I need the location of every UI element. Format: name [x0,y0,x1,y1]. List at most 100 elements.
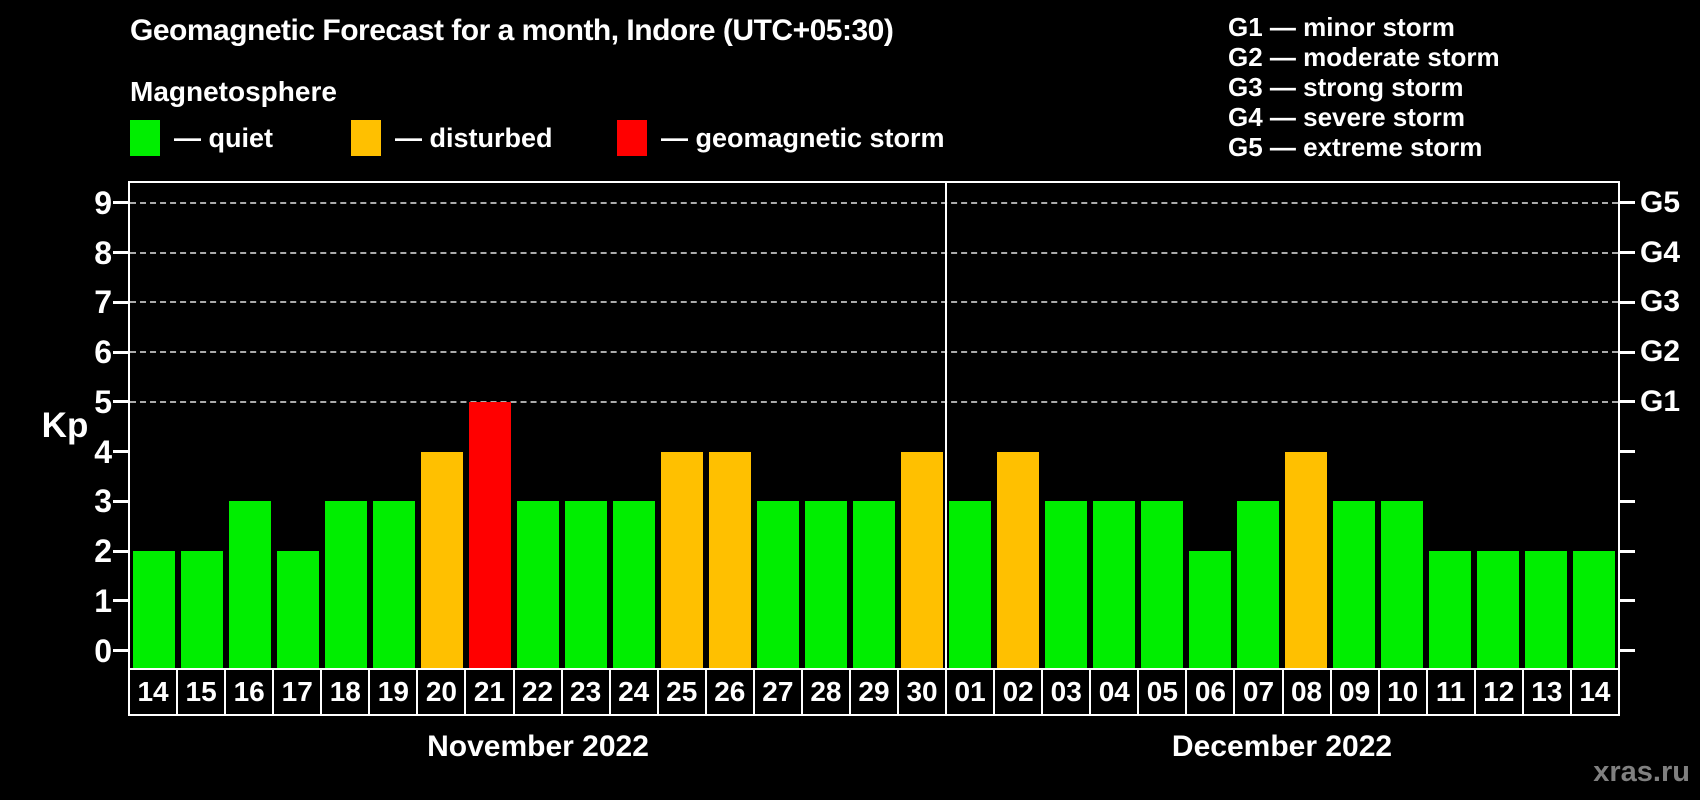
date-cell-november-30: 30 [897,670,945,714]
magnetosphere-label: Magnetosphere [130,76,337,107]
bar-november-18 [325,501,367,668]
bar-december-11 [1429,551,1471,668]
date-cell-november-15: 15 [176,670,224,714]
date-axis: 14 15 16 17 18 19 20 21 22 23 24 25 26 27 28 29 30 01 02 03… [128,668,1620,716]
date-cell-november-19: 19 [368,670,416,714]
legend-item-quiet: — quiet [130,119,273,157]
bar-december-08 [1285,451,1327,668]
page-title: Geomagnetic Forecast for a month, Indore… [130,14,894,47]
y-tick-left-8 [113,251,128,255]
y-axis-label-7: 7 [94,284,112,321]
bar-december-09 [1333,501,1375,668]
bar-november-28 [805,501,847,668]
right-axis-label-g4: G4 [1640,235,1681,269]
y-axis-label-2: 2 [94,533,112,570]
kp-bar-chart-plot-area [128,181,1620,668]
bar-november-17 [277,551,319,668]
date-cell-november-23: 23 [560,670,609,714]
y-axis-label-3: 3 [94,483,112,520]
y-axis-label-8: 8 [94,234,112,271]
y-axis-label-1: 1 [94,582,112,619]
y-tick-right-3 [1620,499,1635,503]
y-tick-left-0 [113,649,128,653]
y-tick-left-3 [113,499,128,503]
y-tick-right-1 [1620,599,1635,603]
bar-november-14 [133,551,175,668]
date-cell-december-10: 10 [1377,670,1426,714]
bar-november-23 [565,501,607,668]
watermark: xras.ru [1593,756,1690,788]
bar-november-22 [517,501,559,668]
bar-november-15 [181,551,223,668]
date-cell-december-04: 04 [1089,670,1137,714]
date-cell-november-14: 14 [137,676,169,707]
gridline-kp-7 [130,301,1618,304]
g-scale-legend: G1 — minor storm G2 — moderate storm G3 — … [1228,12,1500,162]
bar-november-25 [661,451,703,668]
kp-axis-title: Kp [41,405,89,445]
date-cell-november-16: 16 [224,670,272,714]
gridline-kp-6 [130,351,1618,354]
date-cell-november-20: 20 [416,670,464,714]
bar-november-27 [757,501,799,668]
bar-december-07 [1237,501,1279,668]
date-cell-december-11: 11 [1425,670,1474,714]
y-tick-right-6 [1620,350,1635,354]
storm-color-swatch [617,120,647,156]
date-cell-november-17: 17 [272,670,320,714]
y-axis-label-4: 4 [94,433,112,470]
quiet-color-swatch [130,120,160,156]
gridline-kp-9 [130,201,1618,204]
bar-december-13 [1525,551,1567,668]
right-axis-label-g2: G2 [1640,335,1681,369]
bar-december-12 [1477,551,1519,668]
date-cell-november-25: 25 [656,670,705,714]
bar-november-16 [229,501,271,668]
y-axis-label-0: 0 [94,632,112,669]
g-scale-item-g2: G2 — moderate storm [1228,42,1500,72]
y-axis-label-9: 9 [94,184,112,221]
date-cell-december-12: 12 [1473,670,1522,714]
y-tick-right-8 [1620,251,1635,255]
y-tick-left-6 [113,350,128,354]
disturbed-color-swatch [351,120,381,156]
date-cell-november-22: 22 [512,670,561,714]
bar-december-10 [1381,501,1423,668]
bar-december-01 [949,501,991,668]
y-tick-right-0 [1620,649,1635,653]
y-tick-right-2 [1620,549,1635,553]
bar-december-05 [1141,501,1183,668]
g-scale-item-g1: G1 — minor storm [1228,12,1455,42]
bar-december-03 [1045,501,1087,668]
bar-november-26 [709,451,751,668]
month-separator-line [945,183,947,668]
y-axis-label-5: 5 [94,383,112,420]
bar-december-04 [1093,501,1135,668]
date-cell-november-27: 27 [752,670,801,714]
bar-december-02 [997,451,1039,668]
legend-item-storm: — geomagnetic storm [617,119,945,157]
y-tick-left-1 [113,599,128,603]
y-tick-right-4 [1620,450,1635,454]
gridline-kp-8 [130,251,1618,254]
y-tick-left-2 [113,549,128,553]
date-cell-december-08: 08 [1281,670,1330,714]
date-cell-november-29: 29 [848,670,897,714]
bar-november-21 [469,401,511,668]
date-cell-december-09: 09 [1329,670,1378,714]
month-label-december-2022: December 2022 [1171,730,1393,763]
gridline-kp-5 [130,400,1618,403]
y-tick-left-4 [113,450,128,454]
date-cell-december-13: 13 [1521,670,1570,714]
y-tick-right-7 [1620,300,1635,304]
y-tick-right-5 [1620,400,1635,404]
bar-november-24 [613,501,655,668]
y-tick-left-5 [113,400,128,404]
date-cell-december-14: 14 [1569,670,1618,714]
legend-label-disturbed: — disturbed [395,122,553,153]
date-cell-november-21: 21 [464,670,512,714]
g-scale-item-g3: G3 — strong storm [1228,72,1464,102]
right-axis-label-g1: G1 [1640,384,1681,418]
date-cell-november-26: 26 [704,670,753,714]
